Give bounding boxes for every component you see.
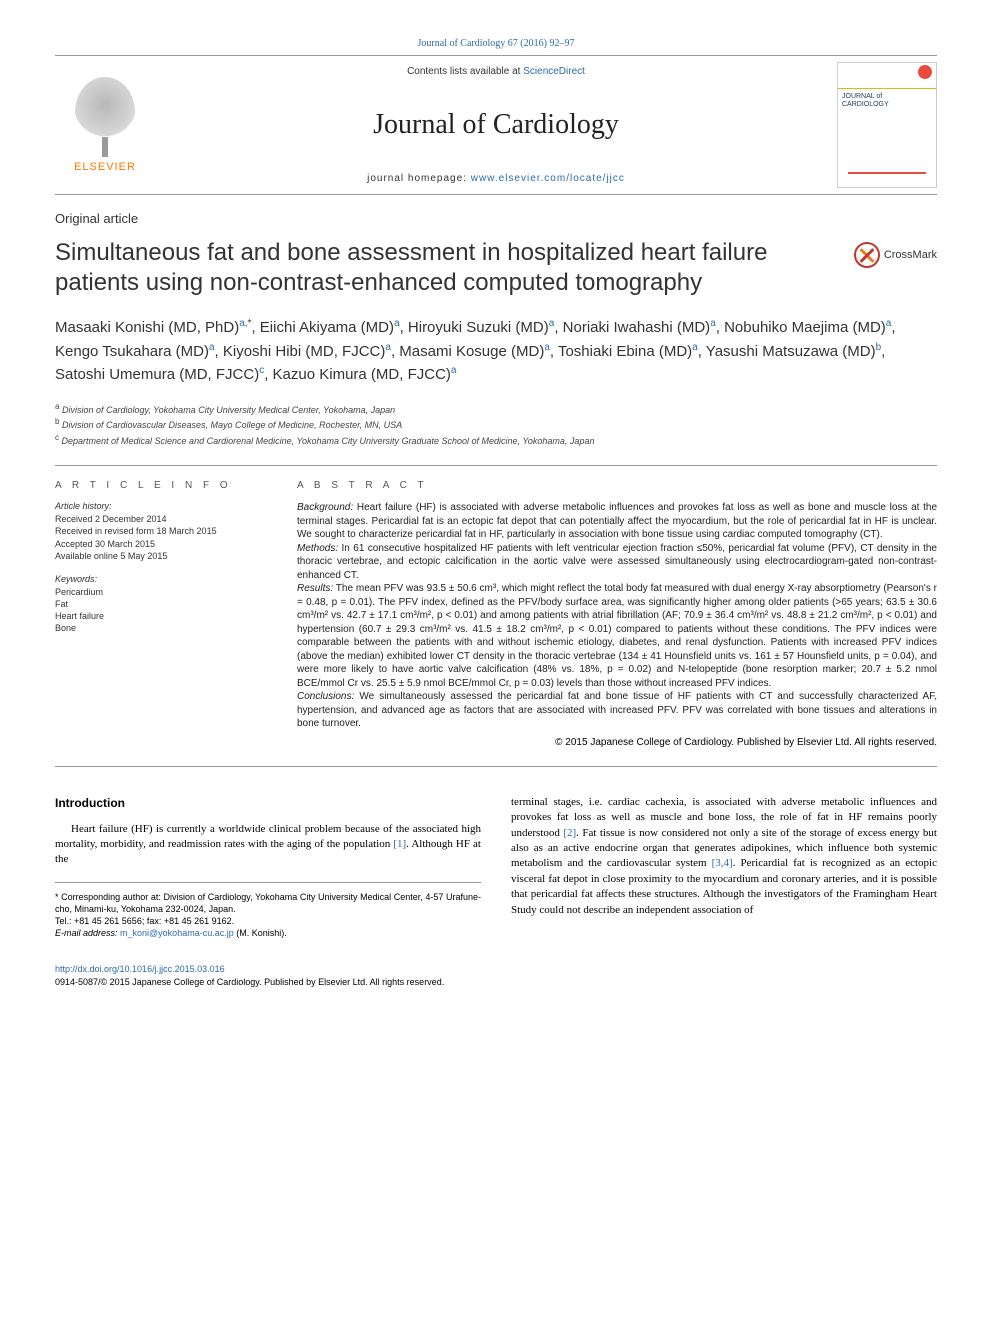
- abstract-results-label: Results:: [297, 583, 333, 594]
- journal-homepage-line: journal homepage: www.elsevier.com/locat…: [155, 173, 837, 184]
- elsevier-tree-icon: [75, 77, 135, 147]
- page-footer: http://dx.doi.org/10.1016/j.jjcc.2015.03…: [55, 963, 937, 988]
- keywords-label: Keywords:: [55, 574, 265, 584]
- history-line: Received in revised form 18 March 2015: [55, 525, 265, 537]
- running-header: Journal of Cardiology 67 (2016) 92–97: [55, 38, 937, 49]
- crossmark-icon: [854, 242, 880, 268]
- body-column-left: Introduction Heart failure (HF) is curre…: [55, 795, 481, 940]
- history-line: Accepted 30 March 2015: [55, 538, 265, 550]
- crossmark-label: CrossMark: [884, 249, 937, 261]
- journal-cover-thumbnail: JOURNAL of CARDIOLOGY: [837, 62, 937, 188]
- body-column-right: terminal stages, i.e. cardiac cachexia, …: [511, 795, 937, 940]
- email-tail: (M. Konishi).: [234, 928, 287, 938]
- abstract-methods-label: Methods:: [297, 543, 338, 554]
- abstract-methods: In 61 consecutive hospitalized HF patien…: [297, 543, 937, 581]
- affiliation-line: a Division of Cardiology, Yokohama City …: [55, 401, 937, 417]
- history-line: Available online 5 May 2015: [55, 550, 265, 562]
- doi-link[interactable]: http://dx.doi.org/10.1016/j.jjcc.2015.03…: [55, 964, 225, 974]
- journal-homepage-link[interactable]: www.elsevier.com/locate/jjcc: [471, 173, 625, 184]
- abstract-copyright: © 2015 Japanese College of Cardiology. P…: [297, 737, 937, 748]
- abstract-conclusions: We simultaneously assessed the pericardi…: [297, 691, 937, 729]
- crossmark-badge[interactable]: CrossMark: [854, 242, 937, 268]
- keyword-line: Fat: [55, 598, 265, 610]
- article-type: Original article: [55, 211, 937, 226]
- corr-label: * Corresponding author at:: [55, 892, 164, 902]
- abstract-background-label: Background:: [297, 502, 353, 513]
- article-history-label: Article history:: [55, 501, 265, 511]
- abstract-background: Heart failure (HF) is associated with ad…: [297, 502, 937, 540]
- affiliation-line: c Department of Medical Science and Card…: [55, 432, 937, 448]
- homepage-prefix: journal homepage:: [367, 173, 471, 184]
- contents-lists-line: Contents lists available at ScienceDirec…: [155, 66, 837, 77]
- author-list: Masaaki Konishi (MD, PhD)a,*, Eiichi Aki…: [55, 316, 937, 387]
- cover-red-line-icon: [848, 172, 926, 174]
- issn-copyright: 0914-5087/© 2015 Japanese College of Car…: [55, 977, 444, 987]
- abstract-panel: A B S T R A C T Background: Heart failur…: [297, 480, 937, 748]
- abstract-conclusions-label: Conclusions:: [297, 691, 354, 702]
- abstract-results: The mean PFV was 93.5 ± 50.6 cm³, which …: [297, 583, 937, 689]
- introduction-heading: Introduction: [55, 795, 481, 812]
- abstract-body: Background: Heart failure (HF) is associ…: [297, 501, 937, 731]
- email-label: E-mail address:: [55, 928, 120, 938]
- cover-title: JOURNAL of CARDIOLOGY: [838, 89, 936, 112]
- corr-email-link[interactable]: m_koni@yokohama-cu.ac.jp: [120, 928, 234, 938]
- ref-link-3-4[interactable]: [3,4]: [712, 857, 733, 869]
- intro-paragraph-right: terminal stages, i.e. cardiac cachexia, …: [511, 795, 937, 918]
- publisher-name: ELSEVIER: [74, 161, 136, 173]
- affiliations: a Division of Cardiology, Yokohama City …: [55, 401, 937, 448]
- contents-prefix: Contents lists available at: [407, 66, 523, 77]
- article-title: Simultaneous fat and bone assessment in …: [55, 238, 834, 298]
- article-info-heading: A R T I C L E I N F O: [55, 480, 265, 491]
- corresponding-author-footnote: * Corresponding author at: Division of C…: [55, 891, 481, 940]
- article-info-panel: A R T I C L E I N F O Article history: R…: [55, 480, 265, 748]
- corr-tel: Tel.: +81 45 261 5656; fax: +81 45 261 9…: [55, 916, 234, 926]
- header-center: Contents lists available at ScienceDirec…: [155, 56, 837, 194]
- journal-header: ELSEVIER Contents lists available at Sci…: [55, 55, 937, 195]
- abstract-heading: A B S T R A C T: [297, 480, 937, 491]
- sciencedirect-link[interactable]: ScienceDirect: [523, 66, 585, 77]
- ref-link-1[interactable]: [1]: [393, 838, 406, 850]
- keyword-line: Bone: [55, 622, 265, 634]
- cover-sun-icon: [918, 65, 932, 79]
- ref-link-2[interactable]: [2]: [563, 827, 576, 839]
- keyword-line: Heart failure: [55, 610, 265, 622]
- affiliation-line: b Division of Cardiovascular Diseases, M…: [55, 416, 937, 432]
- history-line: Received 2 December 2014: [55, 513, 265, 525]
- publisher-logo: ELSEVIER: [55, 56, 155, 194]
- keyword-line: Pericardium: [55, 586, 265, 598]
- journal-title: Journal of Cardiology: [155, 109, 837, 141]
- intro-paragraph-left: Heart failure (HF) is currently a worldw…: [55, 822, 481, 868]
